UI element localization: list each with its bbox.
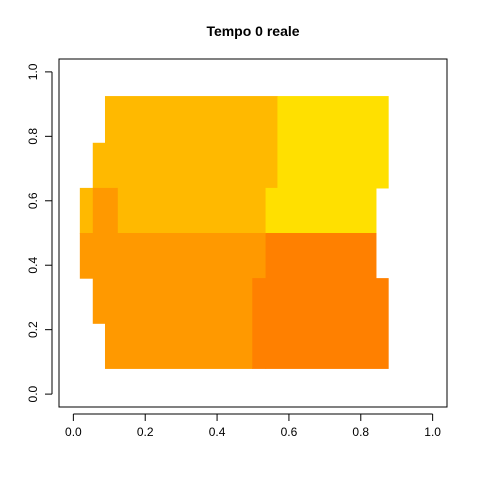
x-tick-label: 0.6 <box>281 425 298 439</box>
heatmap-cell-12 <box>265 278 389 369</box>
x-tick-label: 1.0 <box>424 425 441 439</box>
y-tick-label: 0.6 <box>26 192 40 209</box>
heatmap-cell-5 <box>79 233 267 279</box>
heatmap-cell-8 <box>277 96 389 189</box>
heatmap-regions <box>79 96 389 369</box>
plot-frame <box>58 58 448 408</box>
y-tick-label: 1.0 <box>26 63 40 80</box>
chart-title: Tempo 0 reale <box>206 23 299 39</box>
y-axis: 0.0 0.2 0.4 0.6 0.8 1.0 <box>26 63 53 402</box>
y-tick-label: 0.2 <box>26 321 40 338</box>
x-axis: 0.0 0.2 0.4 0.6 0.8 1.0 <box>65 413 441 439</box>
heatmap-cell-11 <box>252 278 267 369</box>
heatmap-cell-6 <box>92 278 253 324</box>
x-tick-label: 0.8 <box>352 425 369 439</box>
heatmap-cell-1 <box>92 142 279 189</box>
heatmap-cell-9 <box>265 187 377 234</box>
x-tick-label: 0.0 <box>65 425 82 439</box>
x-tick-label: 0.4 <box>209 425 226 439</box>
y-tick-label: 0.8 <box>26 128 40 145</box>
heatmap-cell-4 <box>92 187 118 234</box>
y-tick-label: 0.4 <box>26 257 40 274</box>
y-tick-label: 0.0 <box>26 385 40 402</box>
heatmap-cell-2 <box>79 187 94 234</box>
heatmap-cell-10 <box>265 233 377 279</box>
heatmap-cell-7 <box>104 323 253 369</box>
heatmap-cell-3 <box>117 187 267 234</box>
x-tick-label: 0.2 <box>137 425 154 439</box>
heatmap-cell-0 <box>104 96 279 144</box>
